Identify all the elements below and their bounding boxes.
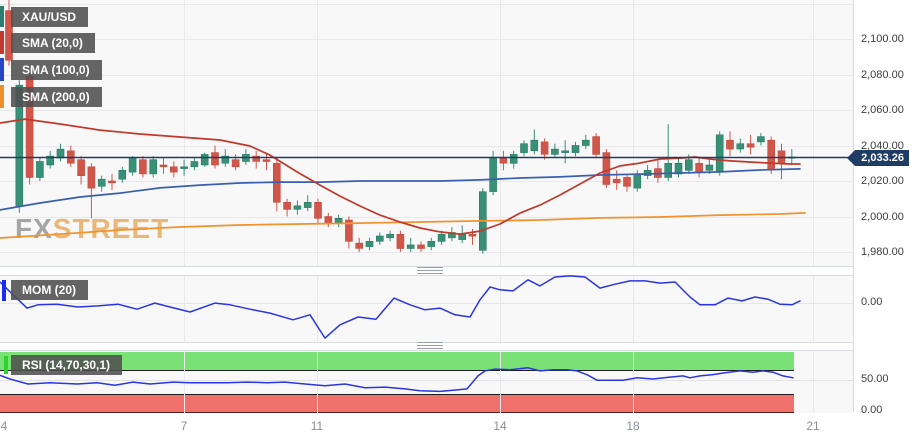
legend-mom[interactable]: MOM (20) <box>0 280 88 301</box>
sma100-label: SMA (100,0) <box>11 60 102 80</box>
time-tick-label: 14 <box>493 419 507 433</box>
gridline <box>0 380 853 381</box>
gridline <box>0 4 853 5</box>
gridline <box>500 0 501 266</box>
price-tick-label: 2,000.00 <box>861 210 904 223</box>
last-price-badge: 2,033.26 <box>847 150 909 166</box>
rsi-tick-label: 0.00 <box>861 404 883 416</box>
price-tick-label: 2,040.00 <box>861 139 904 152</box>
gridline <box>0 181 853 182</box>
mom-color-bar <box>2 280 6 301</box>
gridline <box>813 351 814 413</box>
rsi-oversold-band <box>0 394 794 413</box>
rsi-color-bar <box>4 356 8 374</box>
time-tick-label: 7 <box>180 419 188 433</box>
panel-resize-handle[interactable] <box>417 267 443 274</box>
sma20-label: SMA (20,0) <box>11 33 95 53</box>
legend-sma200[interactable]: SMA (200,0) <box>0 85 102 108</box>
price-tick-label: 2,100.00 <box>861 33 904 45</box>
gridline <box>0 110 853 111</box>
gridline <box>633 0 634 266</box>
gridline <box>184 0 185 266</box>
sma200-label: SMA (200,0) <box>11 87 102 107</box>
rsi-label: RSI (14,70,30,1) <box>11 355 123 375</box>
gridline <box>0 303 853 304</box>
gridline <box>317 351 318 413</box>
rsi-tick-label: 50.00 <box>861 373 889 385</box>
gridline <box>813 0 814 266</box>
legend-sma100[interactable]: SMA (100,0) <box>0 58 102 81</box>
gridline <box>184 351 185 413</box>
price-axis[interactable] <box>853 0 923 412</box>
gridline <box>500 351 501 413</box>
legend-rsi[interactable]: RSI (14,70,30,1) <box>0 355 123 375</box>
sma20-color-bar <box>0 31 4 54</box>
gridline <box>0 75 853 76</box>
gridline <box>184 276 185 342</box>
symbol-color-bar <box>0 6 4 27</box>
gridline <box>633 276 634 342</box>
gridline <box>500 276 501 342</box>
gridline <box>813 276 814 342</box>
time-tick-label: 21 <box>806 419 820 433</box>
gridline <box>317 276 318 342</box>
sma100-color-bar <box>0 58 4 81</box>
price-tick-label: 2,080.00 <box>861 68 904 81</box>
price-tick-label: 1,980.00 <box>861 246 904 258</box>
time-tick-label: 11 <box>310 419 324 433</box>
legend-sma20[interactable]: SMA (20,0) <box>0 31 95 54</box>
watermark-fx: FX <box>15 213 53 244</box>
gridline <box>0 252 853 253</box>
time-tick-label: 18 <box>626 419 640 433</box>
gridline <box>0 39 853 40</box>
mom-tick-label: 0.00 <box>861 296 883 308</box>
gridline <box>317 0 318 266</box>
rsi-panel[interactable] <box>0 350 853 414</box>
watermark-street: STREET <box>52 213 170 244</box>
legend-symbol[interactable]: XAU/USD <box>0 6 89 27</box>
panel-resize-handle[interactable] <box>417 342 443 349</box>
momentum-panel[interactable] <box>0 275 853 343</box>
gridline <box>0 146 853 147</box>
sma200-color-bar <box>0 85 4 108</box>
price-tick-label: 2,060.00 <box>861 104 904 116</box>
price-tick-label: 2,020.00 <box>861 175 904 187</box>
time-tick-label: 4 <box>0 419 8 433</box>
fxstreet-watermark: FXSTREET <box>15 213 169 245</box>
symbol-label: XAU/USD <box>11 7 89 27</box>
gridline <box>633 351 634 413</box>
mom-label: MOM (20) <box>11 280 88 300</box>
time-axis[interactable] <box>0 413 923 438</box>
